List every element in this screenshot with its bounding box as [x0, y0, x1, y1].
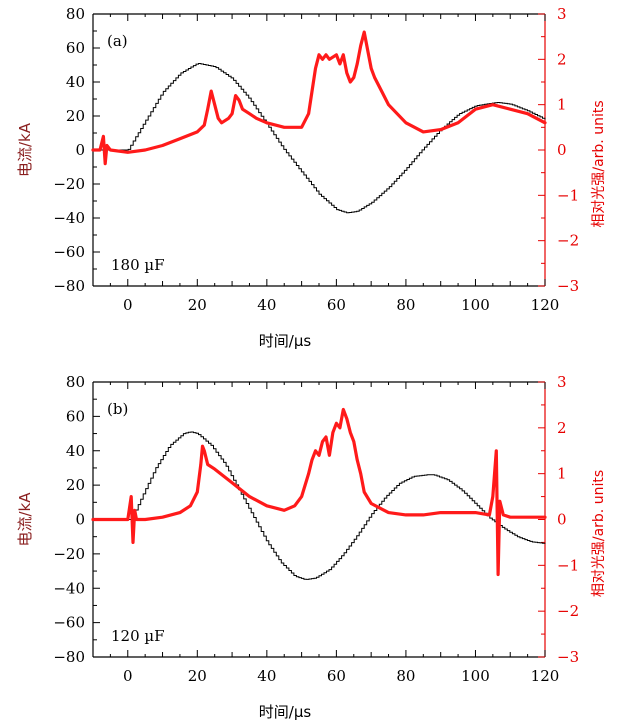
x-tick-label: 120	[531, 296, 560, 314]
x-tick-label: 0	[123, 667, 133, 685]
panel-label: (b)	[107, 400, 128, 418]
y-left-tick-label: 80	[66, 373, 85, 391]
x-tick-label: 0	[123, 296, 133, 314]
y-left-tick-label: 0	[75, 511, 85, 529]
y-left-axis-title: 电流/kA	[16, 492, 34, 547]
y-left-tick-label: −80	[53, 648, 85, 666]
y-left-tick-label: −40	[53, 209, 85, 227]
x-tick-label: 120	[531, 667, 560, 685]
y-right-tick-label: 2	[557, 419, 567, 437]
y-right-tick-label: −3	[557, 277, 579, 295]
x-tick-label: 100	[461, 667, 490, 685]
luminosity-series-line	[91, 30, 547, 166]
y-left-axis-title: 电流/kA	[16, 122, 34, 177]
x-tick-label: 60	[327, 296, 346, 314]
plot-area	[93, 382, 545, 657]
y-left-tick-label: −20	[53, 545, 85, 563]
y-left-tick-label: 20	[66, 107, 85, 125]
y-left-tick-label: 0	[75, 141, 85, 159]
y-right-tick-label: 2	[557, 50, 567, 68]
current-series-line	[93, 431, 546, 580]
y-left-tick-label: 20	[66, 476, 85, 494]
x-tick-label: 20	[188, 296, 207, 314]
luminosity-series-line	[91, 407, 547, 577]
x-axis-title: 时间/µs	[259, 332, 312, 350]
y-left-tick-label: 80	[66, 5, 85, 23]
y-left-tick-label: −20	[53, 175, 85, 193]
y-right-tick-label: 0	[557, 141, 567, 159]
chart-panel-b: 0 20 40 60 80 100 120 80 60 40 20 0 −20 −40 −60 −80 3 2 1 0…	[16, 373, 607, 721]
capacitance-label: 120 µF	[111, 627, 165, 645]
y-left-tick-label: −40	[53, 579, 85, 597]
x-axis-title: 时间/µs	[259, 703, 312, 721]
y-left-tick-label: 60	[66, 39, 85, 57]
y-left-tick-label: −80	[53, 277, 85, 295]
y-right-tick-label: 3	[557, 5, 567, 23]
y-right-axis-title: 相对光强/arb. units	[591, 100, 607, 227]
y-right-axis-title: 相对光强/arb. units	[591, 470, 607, 597]
y-left-tick-label: −60	[53, 243, 85, 261]
y-right-tick-label: 3	[557, 373, 567, 391]
x-tick-label: 80	[396, 667, 415, 685]
chart-panel-a: 0 20 40 60 80 100 120 80 60 40 20 0 −20 −40 −60 −80 3 2 1 0…	[16, 5, 607, 350]
panel-label: (a)	[107, 32, 128, 50]
x-tick-label: 20	[188, 667, 207, 685]
capacitance-label: 180 µF	[111, 256, 165, 274]
x-tick-label: 40	[257, 667, 276, 685]
y-left-tick-label: 60	[66, 407, 85, 425]
x-tick-label: 100	[461, 296, 490, 314]
y-right-tick-label: 1	[557, 96, 567, 114]
y-right-tick-label: 1	[557, 465, 567, 483]
x-tick-label: 40	[257, 296, 276, 314]
x-tick-label: 60	[327, 667, 346, 685]
y-left-tick-label: 40	[66, 442, 85, 460]
y-right-tick-label: −3	[557, 648, 579, 666]
y-left-tick-label: −60	[53, 614, 85, 632]
y-left-tick-label: 40	[66, 73, 85, 91]
current-series-line	[93, 63, 546, 214]
y-right-tick-label: −1	[557, 556, 579, 574]
y-right-tick-label: 0	[557, 511, 567, 529]
x-tick-label: 80	[396, 296, 415, 314]
y-right-tick-label: −1	[557, 186, 579, 204]
y-right-tick-label: −2	[557, 232, 579, 250]
y-right-tick-label: −2	[557, 602, 579, 620]
